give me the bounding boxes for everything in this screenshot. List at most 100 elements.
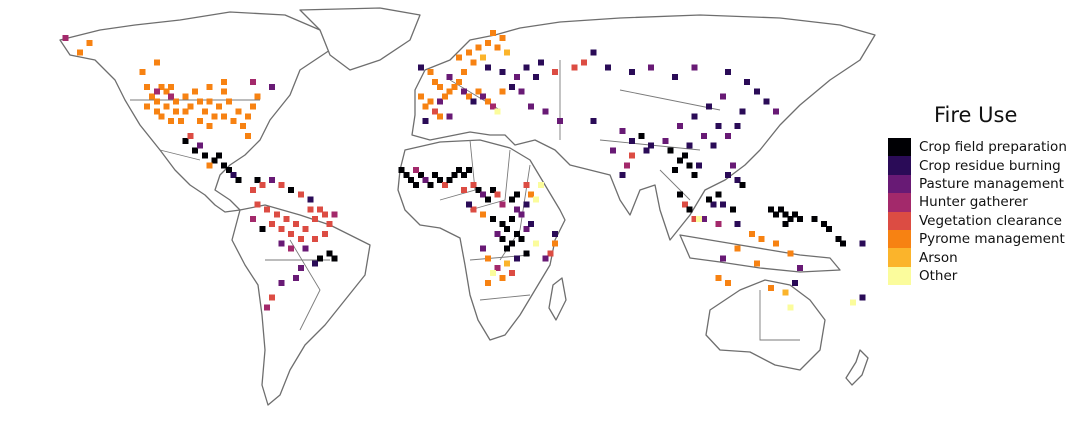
fire-cell-crop-field bbox=[201, 152, 208, 159]
fire-cell-vegetation bbox=[321, 211, 328, 218]
fire-cell-hunter bbox=[499, 201, 506, 208]
fire-cell-pyrome bbox=[221, 88, 227, 95]
fire-cell-pyrome bbox=[475, 88, 482, 95]
fire-cell-crop-field bbox=[485, 196, 491, 203]
border-line bbox=[439, 139, 476, 201]
fire-cell-vegetation bbox=[254, 201, 261, 208]
fire-cell-crop-field bbox=[705, 196, 712, 203]
fire-cell-arson bbox=[504, 260, 511, 267]
fire-cell-crop-field bbox=[499, 235, 506, 242]
fire-cell-crop-field bbox=[835, 235, 842, 242]
fire-cell-crop-residue bbox=[859, 240, 866, 247]
fire-cell-pyrome bbox=[485, 39, 491, 46]
fire-cell-crop-residue bbox=[523, 201, 530, 208]
fire-cell-crop-field bbox=[681, 152, 688, 159]
fire-cell-crop-field bbox=[777, 206, 784, 213]
fire-cell-crop-field bbox=[216, 152, 223, 159]
fire-cell-vegetation bbox=[432, 108, 439, 115]
fire-cell-vegetation bbox=[494, 191, 501, 198]
fire-cell-pyrome bbox=[437, 83, 443, 90]
fire-cell-pyrome bbox=[461, 69, 467, 76]
fire-cell-crop-residue bbox=[725, 172, 731, 179]
fire-cell-crop-field bbox=[821, 221, 827, 228]
fire-cell-hunter bbox=[249, 216, 256, 223]
fire-cell-vegetation bbox=[321, 230, 328, 237]
madagascar-outline bbox=[548, 277, 567, 321]
fire-cell-pasture bbox=[701, 132, 707, 139]
legend-label: Hunter gatherer bbox=[919, 194, 1028, 211]
fire-cell-pyrome bbox=[725, 279, 731, 286]
fire-cell-pyrome bbox=[773, 240, 779, 247]
fire-cell-crop-residue bbox=[710, 142, 717, 149]
legend-label: Pyrome management bbox=[919, 231, 1065, 248]
fire-cell-pyrome bbox=[206, 98, 213, 105]
legend-swatch bbox=[888, 229, 911, 249]
fire-cell-vegetation bbox=[278, 225, 285, 232]
fire-cell-pasture bbox=[278, 279, 285, 286]
fire-cell-other bbox=[696, 216, 703, 223]
fire-cell-pyrome bbox=[173, 98, 179, 105]
fire-cell-crop-field bbox=[225, 167, 232, 174]
legend-label: Pasture management bbox=[919, 175, 1064, 192]
legend-swatch bbox=[888, 266, 911, 286]
fire-cell-vegetation bbox=[581, 59, 587, 66]
fire-cell-crop-field bbox=[523, 250, 530, 257]
fire-cell-vegetation bbox=[461, 186, 467, 193]
europe-asia-outline bbox=[411, 14, 876, 241]
fire-cell-pasture bbox=[269, 176, 275, 183]
fire-cell-pasture bbox=[513, 74, 520, 80]
legend-item-pasture: Pasture management bbox=[888, 174, 1068, 194]
legend-item-crop-field: Crop field preparation bbox=[888, 138, 1068, 157]
fire-cell-vegetation bbox=[691, 216, 698, 223]
fire-cell-crop-residue bbox=[753, 88, 760, 95]
fire-cell-pyrome bbox=[485, 98, 491, 105]
fire-cell-pasture bbox=[619, 127, 626, 134]
fire-cell-crop-field bbox=[192, 147, 199, 154]
fire-cell-pyrome bbox=[153, 108, 160, 115]
fire-cell-crop-residue bbox=[705, 103, 712, 110]
fire-cell-crop-residue bbox=[720, 201, 727, 208]
fire-cell-crop-field bbox=[403, 172, 410, 179]
fire-cell-pyrome bbox=[211, 113, 218, 120]
fire-cell-crop-field bbox=[715, 191, 722, 198]
fire-cell-crop-field bbox=[509, 196, 515, 203]
fire-cell-pyrome bbox=[168, 83, 175, 90]
fire-cell-crop-residue bbox=[619, 172, 626, 179]
fire-cell-pyrome bbox=[187, 103, 194, 110]
fire-cell-vegetation bbox=[317, 206, 323, 213]
fire-cell-crop-residue bbox=[590, 49, 597, 56]
legend-items: Crop field preparation Crop residue burni… bbox=[888, 138, 1068, 286]
fire-cell-vegetation bbox=[552, 69, 559, 76]
fire-cell-crop-field bbox=[259, 225, 266, 232]
fire-cell-pyrome bbox=[225, 98, 232, 105]
fire-cell-pyrome bbox=[158, 113, 165, 120]
fire-cell-pasture bbox=[302, 245, 309, 252]
fire-cell-crop-field bbox=[513, 191, 520, 198]
fire-cell-crop-field bbox=[413, 181, 419, 188]
fire-cell-vegetation bbox=[470, 181, 477, 188]
fire-cell-pyrome bbox=[221, 113, 227, 120]
fire-cell-pyrome bbox=[437, 113, 443, 120]
fire-cell-crop-field bbox=[840, 240, 847, 247]
fire-cell-pyrome bbox=[173, 108, 179, 115]
legend-item-pyrome: Pyrome management bbox=[888, 229, 1068, 249]
fire-cell-pyrome bbox=[422, 103, 429, 110]
legend: Fire Use Crop field preparation Crop resi… bbox=[888, 103, 1068, 286]
fire-cell-pyrome bbox=[768, 284, 775, 291]
fire-cell-pyrome bbox=[715, 274, 722, 281]
border-line bbox=[759, 290, 800, 341]
fire-cell-pyrome bbox=[489, 29, 496, 36]
fire-cell-vegetation bbox=[283, 216, 290, 223]
fire-cell-pyrome bbox=[552, 240, 559, 247]
fire-cell-crop-field bbox=[729, 206, 736, 213]
fire-cell-vegetation bbox=[509, 270, 515, 277]
fire-cell-pasture bbox=[609, 147, 616, 154]
fire-cell-crop-field bbox=[427, 181, 434, 188]
fire-cell-vegetation bbox=[470, 206, 477, 213]
fire-cell-crop-field bbox=[768, 206, 775, 213]
fire-cell-pyrome bbox=[240, 123, 247, 129]
fire-cell-crop-field bbox=[825, 225, 832, 232]
legend-item-arson: Arson bbox=[888, 248, 1068, 267]
border-line bbox=[289, 239, 321, 331]
